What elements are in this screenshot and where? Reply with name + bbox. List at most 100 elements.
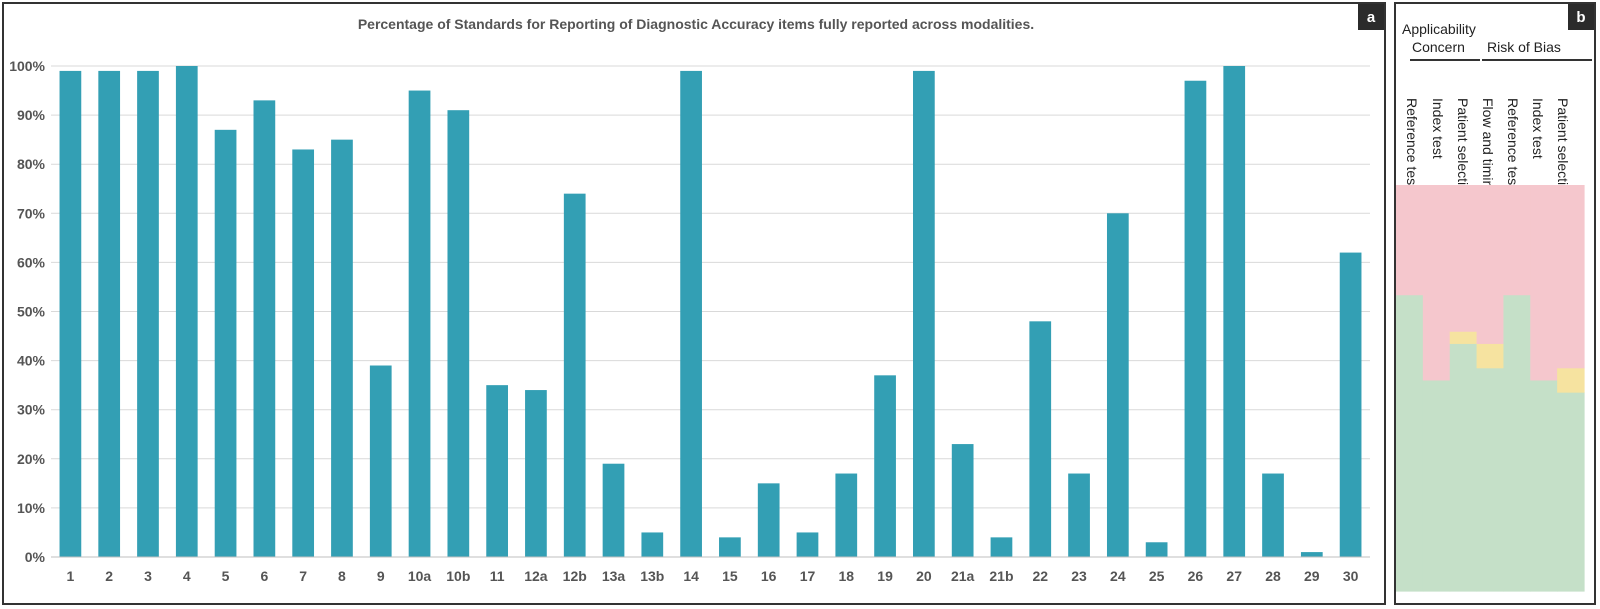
y-tick-label: 10% xyxy=(17,500,46,516)
bar xyxy=(1223,66,1246,557)
x-tick-label: 22 xyxy=(1032,568,1048,584)
bar xyxy=(951,444,974,557)
x-tick-label: 29 xyxy=(1304,568,1320,584)
x-tick-label: 10b xyxy=(446,568,470,584)
stack-segment xyxy=(1557,392,1585,592)
stack-segment xyxy=(1557,185,1585,369)
x-tick-label: 1 xyxy=(66,568,74,584)
x-tick-label: 18 xyxy=(838,568,854,584)
x-tick-label: 17 xyxy=(800,568,816,584)
bar xyxy=(1029,321,1052,557)
x-tick-label: 21b xyxy=(989,568,1013,584)
y-tick-label: 60% xyxy=(17,254,46,270)
x-tick-label: 20 xyxy=(916,568,932,584)
column-label: Patient selection xyxy=(1555,98,1571,201)
risk-of-bias-heading: Risk of Bias xyxy=(1487,39,1561,55)
bar xyxy=(1339,252,1362,557)
y-tick-label: 100% xyxy=(9,58,45,74)
risk-of-bias-underline xyxy=(1482,59,1592,61)
bar xyxy=(641,532,664,557)
bar xyxy=(835,473,858,557)
bar xyxy=(137,70,159,557)
x-tick-label: 24 xyxy=(1110,568,1126,584)
bar xyxy=(990,537,1013,557)
concern-underline xyxy=(1410,59,1480,61)
chart-title: Percentage of Standards for Reporting of… xyxy=(357,16,1035,32)
bar xyxy=(447,110,470,557)
bar xyxy=(680,70,702,557)
y-tick-label: 80% xyxy=(17,156,46,172)
stack-segment xyxy=(1449,331,1478,344)
x-tick-label: 12b xyxy=(563,568,587,584)
column-label: Reference test xyxy=(1404,98,1420,190)
bar xyxy=(175,66,198,557)
bar xyxy=(59,70,82,557)
bar xyxy=(292,149,315,557)
column-label: Index test xyxy=(1430,98,1446,159)
y-tick-label: 0% xyxy=(25,549,46,565)
stack-segment xyxy=(1530,185,1558,381)
x-tick-label: 9 xyxy=(377,568,385,584)
x-tick-label: 2 xyxy=(105,568,113,584)
x-tick-label: 12a xyxy=(524,568,548,584)
bar xyxy=(796,532,819,557)
y-tick-label: 40% xyxy=(17,353,46,369)
y-tick-label: 20% xyxy=(17,451,46,467)
bar xyxy=(1184,80,1207,557)
bar xyxy=(913,70,935,557)
bar xyxy=(1262,473,1284,557)
column-label: Patient selection xyxy=(1455,98,1471,201)
x-tick-label: 30 xyxy=(1343,568,1359,584)
panel-a: Percentage of Standards for Reporting of… xyxy=(2,2,1386,605)
x-tick-label: 21a xyxy=(951,568,975,584)
stack-segment xyxy=(1396,294,1424,592)
column-label: Index test xyxy=(1530,98,1546,159)
x-tick-label: 13b xyxy=(640,568,664,584)
bar xyxy=(525,390,547,557)
bar xyxy=(408,90,431,558)
x-tick-label: 10a xyxy=(408,568,432,584)
x-tick-label: 5 xyxy=(222,568,230,584)
x-tick-label: 27 xyxy=(1226,568,1242,584)
bar xyxy=(98,70,121,557)
bar xyxy=(1300,552,1323,557)
stack-segment xyxy=(1503,294,1531,592)
x-tick-label: 23 xyxy=(1071,568,1087,584)
x-tick-label: 3 xyxy=(144,568,152,584)
stack-segment xyxy=(1396,185,1424,296)
bar xyxy=(214,129,237,557)
panel-a-badge: a xyxy=(1358,4,1384,30)
applicability-heading: Applicability xyxy=(1402,21,1476,37)
column-label: Reference test xyxy=(1505,98,1521,190)
stack-segment xyxy=(1476,343,1505,369)
bar xyxy=(486,385,508,557)
y-tick-label: 30% xyxy=(17,402,46,418)
stack-segment xyxy=(1422,379,1451,592)
bar xyxy=(1106,213,1129,558)
x-tick-label: 6 xyxy=(260,568,268,584)
stacked-bar-chart xyxy=(1396,185,1585,592)
bar xyxy=(253,100,276,558)
x-tick-label: 4 xyxy=(183,568,191,584)
bar xyxy=(719,537,741,557)
x-tick-label: 19 xyxy=(877,568,893,584)
stack-segment xyxy=(1449,343,1478,592)
x-tick-label: 28 xyxy=(1265,568,1281,584)
x-tick-label: 8 xyxy=(338,568,346,584)
y-tick-label: 70% xyxy=(17,205,46,221)
stack-segment xyxy=(1557,367,1585,393)
x-tick-label: 14 xyxy=(683,568,699,584)
bar xyxy=(874,375,896,557)
x-tick-label: 25 xyxy=(1149,568,1165,584)
x-tick-label: 11 xyxy=(490,568,505,584)
x-tick-label: 26 xyxy=(1188,568,1204,584)
x-tick-label: 15 xyxy=(722,568,738,584)
stack-segment xyxy=(1530,379,1558,592)
panel-b: b Applicability Concern Risk of Bias Ref… xyxy=(1394,2,1596,605)
stack-segment xyxy=(1503,185,1531,296)
bar-chart: 0%10%20%30%40%50%60%70%80%90%100%1 2 3 4 5 6 7… xyxy=(9,58,1370,584)
concern-heading: Concern xyxy=(1412,39,1465,55)
y-tick-label: 50% xyxy=(17,304,46,320)
stack-segment xyxy=(1476,367,1505,592)
x-tick-label: 16 xyxy=(761,568,777,584)
